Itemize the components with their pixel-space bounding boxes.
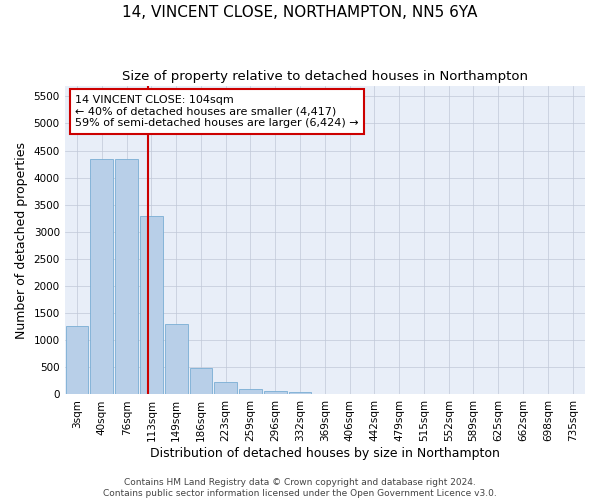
Title: Size of property relative to detached houses in Northampton: Size of property relative to detached ho…	[122, 70, 528, 83]
X-axis label: Distribution of detached houses by size in Northampton: Distribution of detached houses by size …	[150, 447, 500, 460]
Text: 14, VINCENT CLOSE, NORTHAMPTON, NN5 6YA: 14, VINCENT CLOSE, NORTHAMPTON, NN5 6YA	[122, 5, 478, 20]
Bar	[165, 324, 188, 394]
Bar	[190, 368, 212, 394]
Bar	[140, 216, 163, 394]
Bar	[289, 392, 311, 394]
Bar	[214, 382, 237, 394]
Y-axis label: Number of detached properties: Number of detached properties	[15, 142, 28, 338]
Text: Contains HM Land Registry data © Crown copyright and database right 2024.
Contai: Contains HM Land Registry data © Crown c…	[103, 478, 497, 498]
Bar	[239, 389, 262, 394]
Bar	[91, 158, 113, 394]
Bar	[65, 326, 88, 394]
Text: 14 VINCENT CLOSE: 104sqm
← 40% of detached houses are smaller (4,417)
59% of sem: 14 VINCENT CLOSE: 104sqm ← 40% of detach…	[75, 95, 359, 128]
Bar	[264, 390, 287, 394]
Bar	[115, 158, 138, 394]
